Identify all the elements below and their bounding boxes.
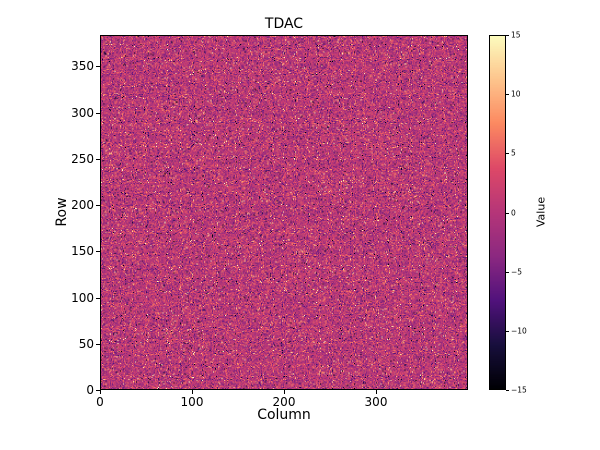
x-tick-label: 200 <box>272 395 296 409</box>
x-tick-label: 0 <box>96 395 104 409</box>
colorbar-label: Value <box>534 196 548 228</box>
y-tick-label: 200 <box>71 198 94 213</box>
y-tick-mark <box>96 390 100 391</box>
colorbar-tick-label: −10 <box>511 326 527 336</box>
colorbar-tick-mark <box>506 390 509 391</box>
colorbar-canvas <box>489 35 506 390</box>
y-tick-mark <box>96 205 100 207</box>
x-tick-label: 300 <box>364 395 388 409</box>
colorbar-tick-mark <box>506 35 509 36</box>
colorbar-tick-label: 10 <box>511 89 521 99</box>
colorbar-tick-label: 15 <box>511 30 521 40</box>
colorbar-tick-label: 5 <box>511 148 516 158</box>
heatmap-canvas <box>100 35 468 390</box>
colorbar-tick-label: 0 <box>511 208 516 217</box>
y-tick-mark <box>96 112 100 114</box>
chart-title: TDAC <box>264 16 304 32</box>
y-tick-label: 150 <box>71 244 94 259</box>
y-tick-mark <box>96 343 100 345</box>
x-tick-mark <box>100 390 101 394</box>
y-tick-label: 300 <box>71 105 94 120</box>
x-tick-label: 100 <box>180 395 204 409</box>
y-tick-mark <box>96 297 100 299</box>
x-tick-mark <box>284 390 285 394</box>
x-tick-mark <box>376 390 377 394</box>
colorbar-tick-mark <box>506 94 509 96</box>
y-axis-label: Row <box>54 197 70 227</box>
x-axis-label: Column <box>257 407 311 423</box>
colorbar-tick-label: −5 <box>511 267 523 277</box>
colorbar-tick-label: −15 <box>511 385 527 395</box>
y-tick-mark <box>96 158 100 160</box>
y-tick-mark <box>96 251 100 253</box>
y-tick-label: 50 <box>78 336 94 351</box>
y-tick-label: 0 <box>86 383 94 397</box>
colorbar-tick-mark <box>506 153 509 155</box>
y-tick-label: 100 <box>71 290 94 305</box>
y-tick-label: 350 <box>71 59 94 74</box>
x-tick-mark <box>192 390 193 394</box>
colorbar-tick-mark <box>506 271 509 273</box>
y-tick-label: 250 <box>71 151 94 166</box>
y-tick-mark <box>96 66 100 68</box>
colorbar-tick-mark <box>506 330 509 332</box>
colorbar-tick-mark <box>506 212 509 214</box>
